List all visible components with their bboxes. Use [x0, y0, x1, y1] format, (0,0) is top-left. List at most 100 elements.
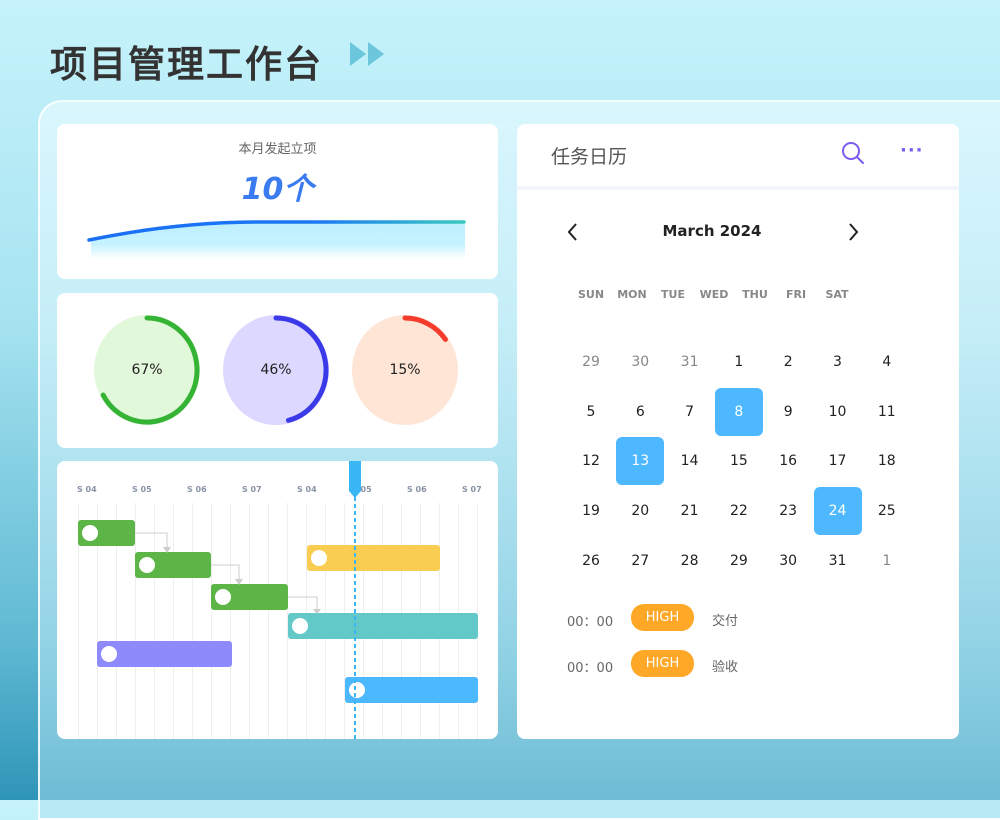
task-bar[interactable] [307, 545, 440, 571]
grid-line [287, 503, 288, 739]
weekday-label: SUN [577, 288, 605, 301]
calendar-day[interactable]: 17 [828, 453, 847, 470]
calendar-day[interactable]: 25 [877, 503, 896, 520]
calendar-day[interactable]: 1 [734, 354, 744, 370]
weekday-label: WED [699, 288, 729, 301]
calendar-day[interactable]: 5 [586, 403, 596, 420]
weekday-label: TUE [661, 288, 685, 301]
calendar-day[interactable]: 2 [783, 354, 793, 370]
double-play-icon [350, 42, 386, 66]
grid-line [78, 503, 79, 739]
grid-line [97, 503, 98, 739]
time-tick: S 07 [242, 485, 262, 494]
calendar-month: March 2024 [662, 222, 762, 240]
grid-line [154, 503, 155, 739]
time-tick: S 06 [187, 485, 207, 494]
task-avatar [215, 589, 231, 605]
calendar-day[interactable]: 9 [783, 403, 793, 420]
calendar-day[interactable]: 29 [729, 552, 748, 569]
calendar-day[interactable]: 7 [685, 403, 695, 420]
grid-line [192, 503, 193, 739]
calendar-day[interactable]: 30 [631, 354, 650, 370]
calendar-day[interactable]: 12 [582, 453, 600, 470]
progress-value: 67% [131, 362, 163, 378]
time-tick: S 04 [297, 485, 317, 494]
trend-sparkline [87, 220, 466, 259]
progress-arc [402, 315, 448, 342]
progress-ring: 67% [94, 315, 200, 425]
calendar-day[interactable]: 14 [680, 453, 699, 470]
task-bar[interactable] [78, 520, 135, 546]
calendar-day[interactable]: 19 [582, 503, 600, 520]
time-tick: S 07 [462, 485, 482, 494]
calendar-day[interactable]: 23 [779, 503, 798, 520]
calendar-day[interactable]: 24 [813, 487, 862, 536]
weekday-label: FRI [785, 288, 807, 301]
more-icon[interactable]: ··· [900, 140, 924, 161]
dependency-arrows [135, 461, 361, 739]
gantt-chart: S 04 S 05 S 06 S 07 S 04 S 05 S 06 S 07 [57, 461, 498, 739]
calendar-day[interactable]: 10 [828, 403, 847, 420]
calendar-day[interactable]: 26 [582, 552, 600, 569]
calendar-day[interactable]: 29 [582, 354, 600, 370]
calendar-day[interactable]: 15 [729, 453, 748, 470]
calendar-day[interactable]: 20 [631, 503, 650, 520]
search-icon[interactable] [840, 140, 866, 166]
calendar-day[interactable]: 28 [680, 552, 699, 569]
time-tick: S 05 [352, 485, 372, 494]
grid-line [230, 503, 231, 739]
time-tick: S 05 [132, 485, 152, 494]
priority-badge: HIGH [631, 604, 694, 631]
event-time: 00：00 [567, 661, 614, 676]
calendar-day[interactable]: 13 [616, 437, 665, 486]
calendar-day[interactable]: 22 [729, 503, 748, 520]
event-name[interactable]: 验收 [712, 660, 739, 675]
calendar-day[interactable]: 18 [877, 453, 896, 470]
progress-value: 46% [260, 362, 292, 378]
progress-ring: 46% [223, 315, 329, 425]
chevron-right-icon[interactable] [845, 222, 861, 242]
summary-card: 本月发起立项 10个 [57, 124, 498, 279]
summary-label: 本月发起立项 [238, 142, 317, 157]
grid-line [173, 503, 174, 739]
calendar-day[interactable]: 11 [877, 403, 896, 420]
chevron-left-icon[interactable] [565, 222, 581, 242]
progress-arc [273, 315, 329, 423]
calendar-title: 任务日历 [551, 146, 628, 168]
progress-card: 67% 46% 15% [57, 293, 498, 448]
progress-arc [100, 315, 200, 425]
task-bar[interactable] [345, 677, 478, 703]
event-time: 00：00 [567, 615, 614, 630]
grid-line [268, 503, 269, 739]
weekday-label: MON [617, 288, 647, 301]
weekday-label: THU [742, 288, 768, 301]
time-tick: S 06 [407, 485, 427, 494]
task-bar[interactable] [288, 613, 478, 639]
task-avatar [101, 646, 117, 662]
calendar-day[interactable]: 31 [828, 552, 847, 569]
calendar-day[interactable]: 16 [779, 453, 798, 470]
divider [517, 186, 959, 190]
event-name[interactable]: 交付 [712, 614, 739, 629]
time-tick: S 04 [77, 485, 97, 494]
calendar-day[interactable]: 30 [779, 552, 798, 569]
calendar-day[interactable]: 6 [635, 403, 645, 420]
task-bar[interactable] [97, 641, 232, 667]
progress-ring: 15% [352, 315, 458, 425]
calendar-day[interactable]: 27 [631, 552, 650, 569]
task-bar[interactable] [135, 552, 211, 578]
grid-line [249, 503, 250, 739]
calendar-day[interactable]: 4 [882, 354, 892, 370]
weekday-label: SAT [825, 288, 849, 301]
task-bar[interactable] [211, 584, 288, 610]
grid-line [135, 503, 136, 739]
calendar-day[interactable]: 8 [714, 387, 763, 436]
calendar-day[interactable]: 21 [680, 503, 699, 520]
calendar-day[interactable]: 1 [882, 552, 892, 569]
summary-value: 10个 [241, 172, 314, 207]
calendar-card: 任务日历 ··· March 2024 SUN MON TUE WED THU FRI SA… [517, 124, 959, 739]
task-avatar [311, 550, 327, 566]
calendar-day[interactable]: 3 [833, 354, 842, 370]
calendar-day[interactable]: 31 [680, 354, 699, 370]
progress-value: 15% [389, 362, 421, 378]
